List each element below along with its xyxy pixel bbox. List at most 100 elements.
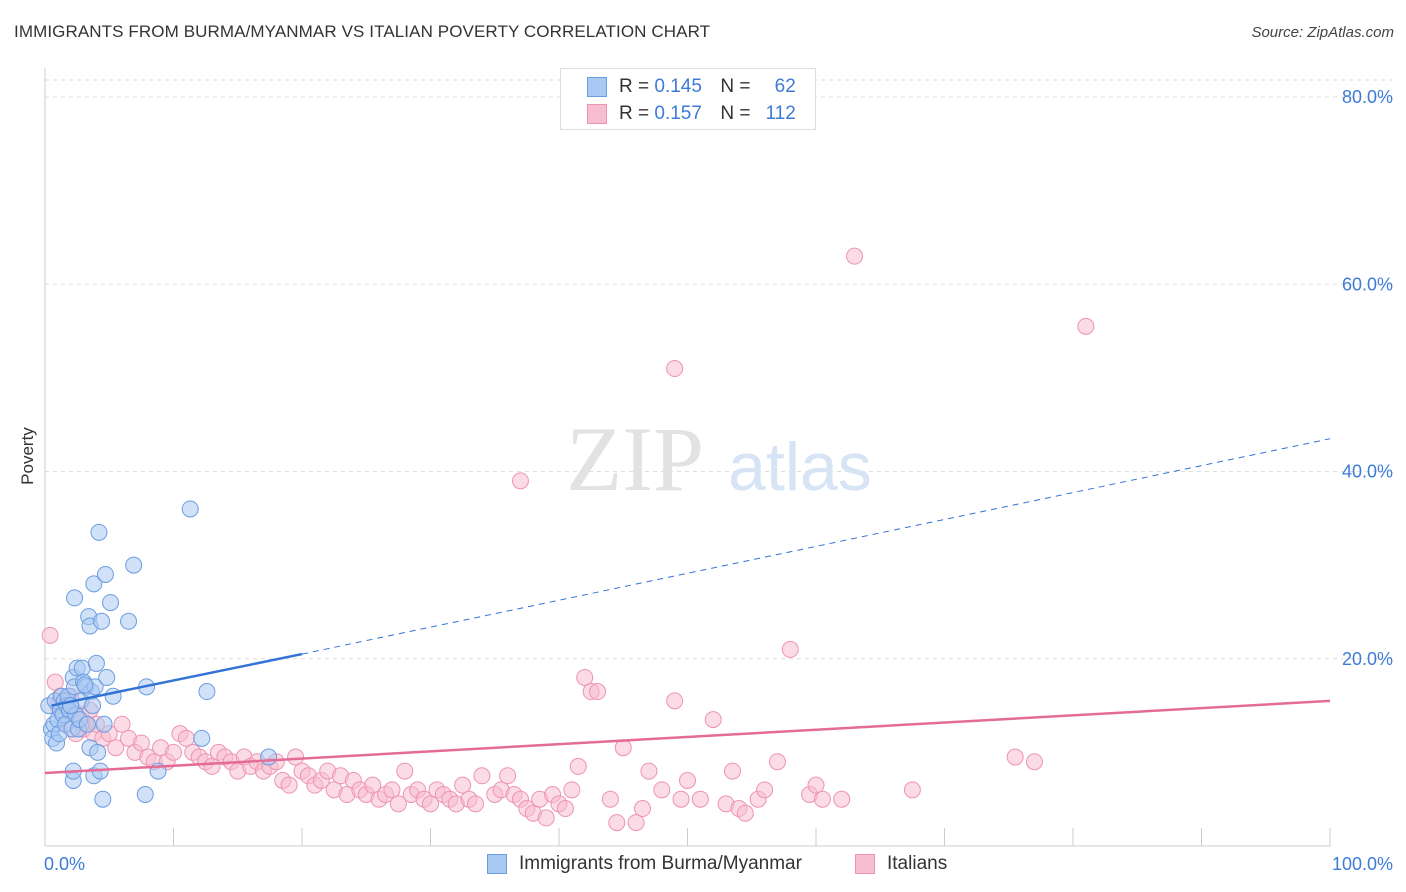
legend-r-label: R = [619, 76, 650, 97]
italians-point [466, 795, 484, 813]
italians-point [454, 776, 472, 794]
legend-n-value: 62 [774, 76, 796, 97]
burma-point [78, 715, 96, 733]
italians-point [113, 715, 131, 733]
italians-point [679, 771, 696, 789]
burma-point [136, 786, 154, 804]
italians-point [107, 739, 125, 757]
italians-point [601, 790, 619, 808]
y-tick-label: 80.0% [1342, 87, 1393, 107]
italians-point [569, 757, 587, 775]
watermark: ZIP atlas [566, 408, 872, 510]
italians-point [903, 781, 921, 799]
legend-n-label: N = [720, 76, 751, 97]
legend-row-italians: R = 0.157 N = 112 [587, 102, 796, 126]
italians-point [608, 814, 626, 832]
burma-point [66, 589, 84, 607]
italians-point [833, 790, 851, 808]
burma-point [120, 612, 138, 630]
burma-point [90, 523, 108, 541]
italians-point [383, 781, 401, 799]
source-label: Source: ZipAtlas.com [1251, 24, 1394, 41]
italians-point [704, 711, 722, 729]
burma-point [94, 790, 112, 808]
italians-point [653, 781, 671, 799]
burma-point [181, 500, 199, 518]
legend-r-label: R = [619, 103, 650, 124]
italians-point [634, 800, 652, 818]
italians-point [556, 800, 574, 818]
italians-point [511, 472, 529, 490]
italians-point [537, 809, 555, 827]
gridlines [45, 79, 1392, 660]
italians-point [396, 762, 414, 780]
italians-point [473, 767, 491, 785]
watermark-atlas: atlas [728, 429, 872, 505]
burma-point [93, 612, 111, 630]
burma-trend-line [51, 652, 303, 707]
burma-point [193, 729, 211, 747]
italians-point [781, 640, 799, 658]
italians-point [1077, 317, 1095, 335]
x-tick-label: 0.0% [44, 854, 85, 874]
burma-point [89, 743, 107, 761]
italians-point [280, 776, 298, 794]
italians-trend-line [44, 699, 1331, 775]
italians-point [563, 781, 581, 799]
italians-point [422, 795, 439, 813]
italians-point [846, 247, 864, 265]
y-tick-label: 20.0% [1342, 649, 1393, 669]
trend-lines [44, 438, 1331, 775]
burma-point [73, 659, 91, 677]
burma-point [102, 594, 120, 612]
italians-point [41, 626, 59, 644]
italians-point [287, 748, 305, 766]
italians-point [813, 790, 831, 808]
burma-point [98, 668, 116, 686]
italians-point [756, 781, 774, 799]
italians-point [736, 804, 754, 822]
x-tick-label: 100.0% [1332, 854, 1393, 874]
burma-swatch [587, 77, 607, 97]
burma-point [198, 683, 216, 701]
italians-point [666, 692, 684, 710]
chart-title: IMMIGRANTS FROM BURMA/MYANMAR VS ITALIAN… [14, 22, 711, 41]
legend-row-burma: R = 0.145 N = 62 [587, 75, 796, 99]
italians-legend-label: Italians [887, 853, 948, 874]
italians-point [576, 668, 594, 686]
stats-legend: R = 0.145 N = 62 R = 0.157 N = 112 [560, 68, 816, 130]
italians-point [691, 790, 709, 808]
burma-point [87, 654, 105, 672]
burma-point [84, 697, 102, 715]
italians-point [666, 360, 684, 378]
italians-point [389, 795, 407, 813]
axes [44, 68, 1331, 847]
italians-point [589, 683, 607, 701]
burma-point [95, 715, 113, 733]
italians-point [768, 753, 786, 771]
italians-point [640, 762, 658, 780]
legend-r-value: 0.145 [654, 76, 702, 97]
italians-point [132, 734, 150, 752]
italians-point [672, 790, 690, 808]
italians-swatch [587, 104, 607, 124]
italians-legend-swatch [855, 854, 875, 874]
tick-labels: 20.0% 40.0% 60.0% 80.0% 0.0% 100.0% [44, 87, 1393, 874]
bottom-legend-italians: Italians [855, 852, 947, 876]
italians-point [1006, 748, 1024, 766]
italians-point [165, 743, 182, 761]
y-tick-label: 60.0% [1342, 274, 1393, 294]
burma-point [125, 556, 143, 574]
italians-point [807, 776, 825, 794]
burma-legend-swatch [487, 854, 507, 874]
italians-point [627, 814, 645, 832]
burma-point [96, 565, 114, 583]
italians-point [1025, 753, 1043, 771]
burma-point [260, 748, 278, 766]
burma-point [76, 676, 94, 694]
burma-legend-label: Immigrants from Burma/Myanmar [519, 853, 802, 874]
burma-point [85, 575, 103, 593]
legend-n-value: 112 [765, 103, 796, 124]
watermark-zip: ZIP [566, 408, 704, 510]
